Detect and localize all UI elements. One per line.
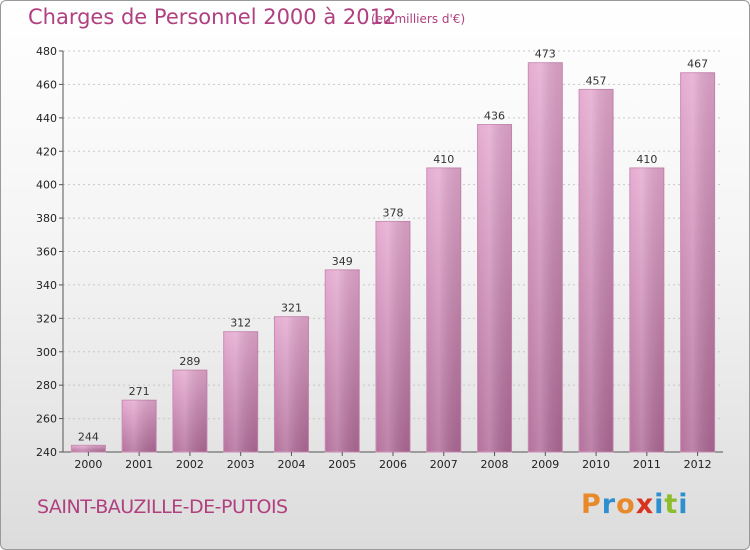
bar-shine <box>680 72 715 453</box>
data-label: 473 <box>535 48 556 61</box>
data-label: 378 <box>383 206 404 219</box>
x-tick-label: 2010 <box>582 458 610 471</box>
data-label: 271 <box>129 385 150 398</box>
x-tick-label: 2009 <box>531 458 559 471</box>
logo-letter: t <box>664 489 679 520</box>
y-tick-label: 380 <box>36 212 57 225</box>
x-tick-label: 2001 <box>125 458 153 471</box>
logo-letter: x <box>635 489 655 520</box>
y-tick-label: 460 <box>36 78 57 91</box>
data-label: 244 <box>78 430 99 443</box>
x-tick-label: 2000 <box>74 458 102 471</box>
logo-letter: i <box>654 489 665 520</box>
chart-subtitle: (en milliers d'€) <box>371 12 466 26</box>
commune-name: SAINT-BAUZILLE-DE-PUTOIS <box>37 496 288 518</box>
x-tick-label: 2003 <box>227 458 255 471</box>
logo-letter: r <box>601 489 617 520</box>
data-label: 410 <box>433 153 454 166</box>
x-tick-label: 2012 <box>684 458 712 471</box>
bar-shine <box>172 370 207 452</box>
y-tick-label: 320 <box>36 312 57 325</box>
bar-shine <box>528 62 563 453</box>
y-tick-label: 260 <box>36 413 57 426</box>
x-tick-label: 2008 <box>481 458 509 471</box>
y-tick-label: 360 <box>36 246 57 259</box>
proxiti-logo[interactable]: Proxiti <box>581 489 689 520</box>
x-tick-label: 2007 <box>430 458 458 471</box>
y-tick-label: 420 <box>36 145 57 158</box>
logo-letter: i <box>678 489 689 520</box>
bar-shine <box>376 221 410 452</box>
x-tick-label: 2002 <box>176 458 204 471</box>
data-label: 321 <box>281 302 302 315</box>
bar-shine <box>579 89 614 452</box>
y-tick-label: 240 <box>36 446 57 459</box>
x-tick-label: 2005 <box>328 458 356 471</box>
y-tick-label: 340 <box>36 279 57 292</box>
data-label: 436 <box>484 110 505 123</box>
chart-title: Charges de Personnel 2000 à 2012 <box>28 5 397 29</box>
bar-shine <box>274 316 309 452</box>
data-label: 467 <box>687 58 708 71</box>
logo-letter: P <box>581 489 602 520</box>
data-label: 410 <box>636 153 657 166</box>
bar-shine <box>629 167 664 453</box>
y-tick-label: 300 <box>36 346 57 359</box>
y-tick-label: 280 <box>36 379 57 392</box>
data-label: 349 <box>332 255 353 268</box>
x-tick-label: 2006 <box>379 458 407 471</box>
data-label: 289 <box>179 355 200 368</box>
data-label: 312 <box>230 317 251 330</box>
bar-shine <box>122 400 157 452</box>
bar-shine <box>325 269 360 452</box>
x-tick-label: 2011 <box>633 458 661 471</box>
logo-letter: o <box>616 489 636 520</box>
bar-shine <box>223 331 258 452</box>
bar-shine <box>426 167 461 453</box>
data-label: 457 <box>586 74 607 87</box>
y-tick-label: 440 <box>36 112 57 125</box>
x-tick-label: 2004 <box>277 458 305 471</box>
bar-shine <box>71 445 106 452</box>
y-tick-label: 480 <box>36 45 57 58</box>
bar-shine <box>477 124 512 453</box>
y-tick-label: 400 <box>36 179 57 192</box>
